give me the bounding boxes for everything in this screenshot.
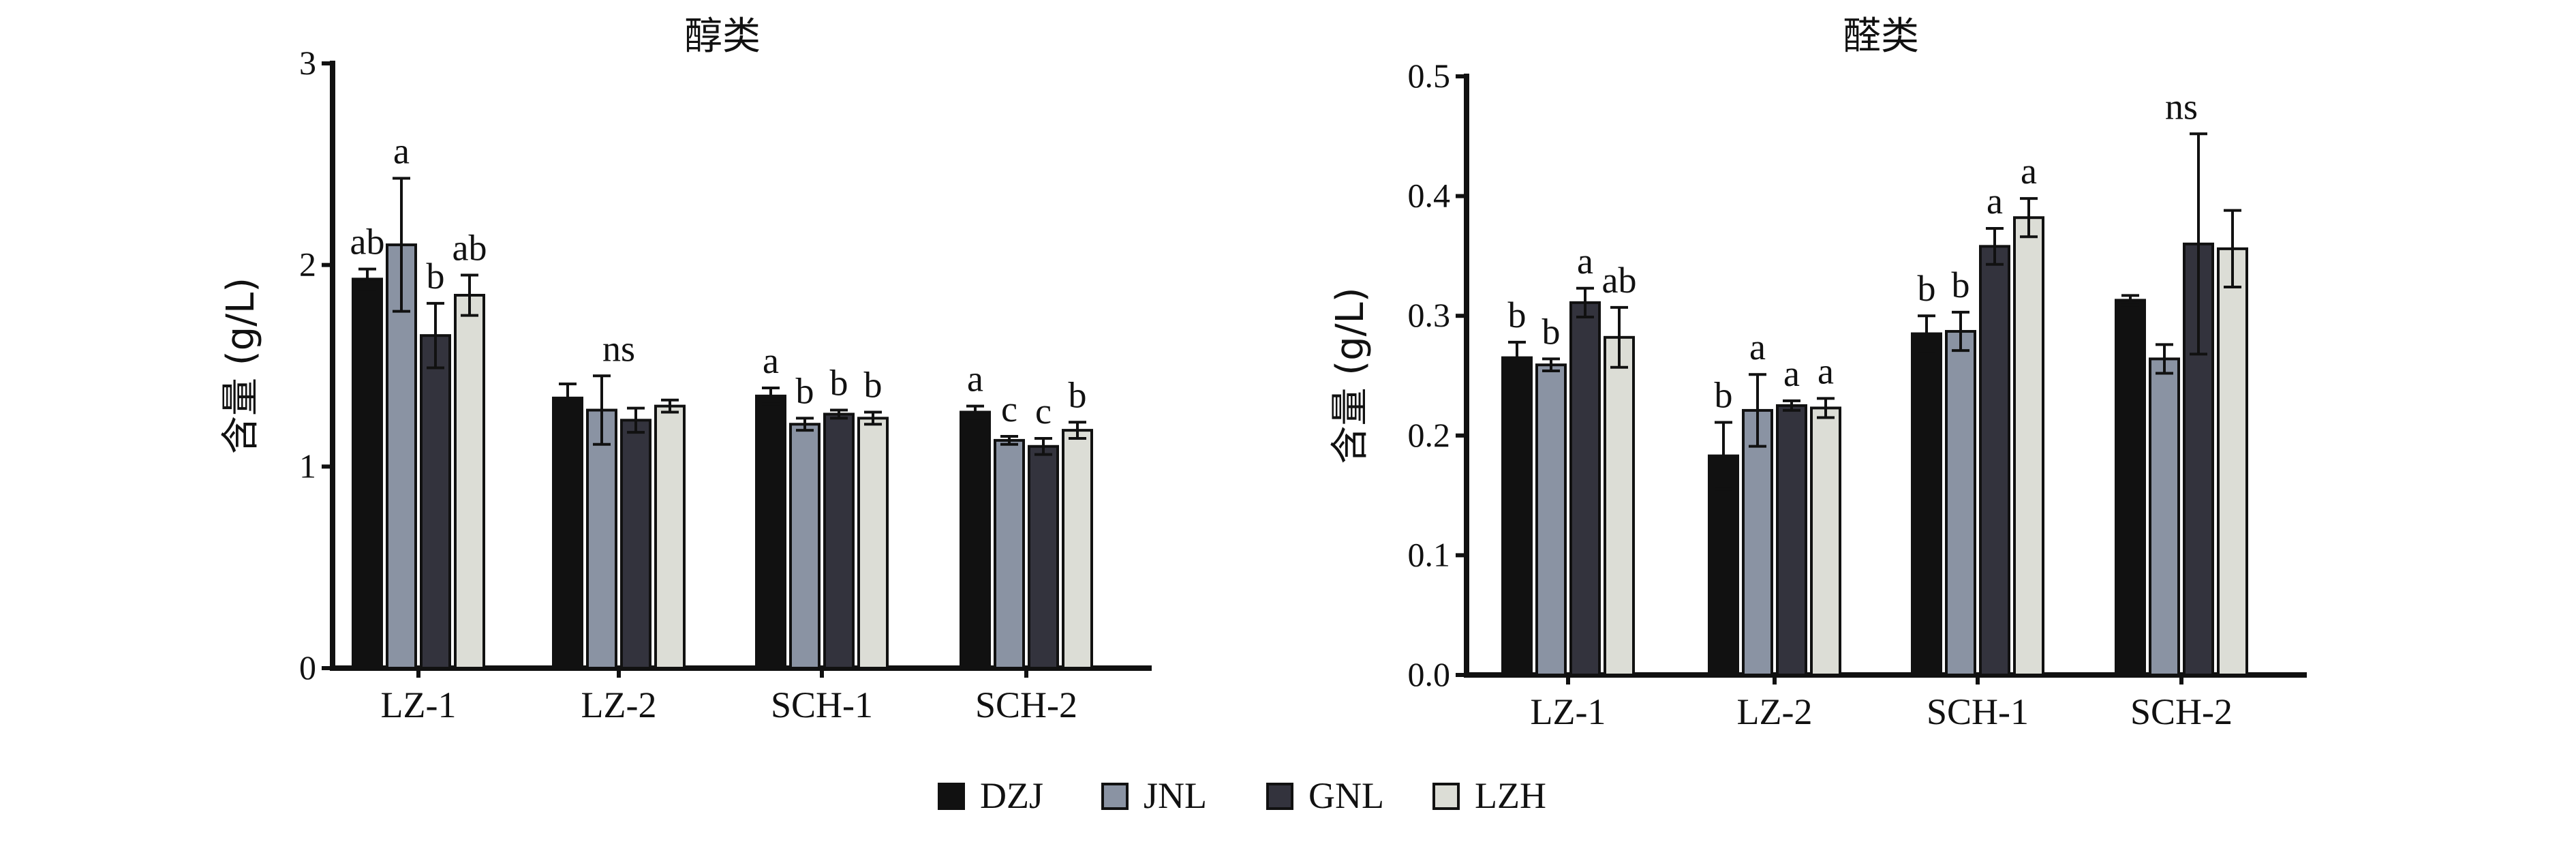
significance-label: b <box>1918 268 1936 309</box>
bar-jnl-sch-2 <box>994 438 1025 670</box>
significance-label: c <box>1001 389 1017 430</box>
bar-dzj-sch-1 <box>1911 332 1942 676</box>
bar-dzj-sch-1 <box>755 394 786 670</box>
x-tick-label: LZ-1 <box>381 685 457 725</box>
bar-dzj-lz-1 <box>1501 356 1533 676</box>
significance-label: c <box>1035 391 1052 432</box>
x-tick-label: SCH-1 <box>1927 691 2029 732</box>
significance-label: a <box>1818 350 1834 391</box>
bar-gnl-sch-2 <box>1028 445 1059 670</box>
significance-label: b <box>864 365 883 406</box>
significance-label: a <box>393 131 410 172</box>
legend-swatch-jnl <box>1101 783 1129 810</box>
bar-jnl-sch-1 <box>789 423 821 670</box>
bar-lzh-sch-1 <box>857 417 889 670</box>
y-tick-label: 1 <box>299 447 316 485</box>
significance-label: ab <box>350 222 385 262</box>
significance-label: b <box>427 256 445 297</box>
y-tick-label: 0.5 <box>1408 57 1451 95</box>
bar-gnl-lz-1 <box>420 334 451 670</box>
x-tick-label: LZ-2 <box>581 685 657 725</box>
significance-label: b <box>830 363 848 404</box>
y-tick-label: 0.2 <box>1408 416 1451 454</box>
significance-label: b <box>1715 374 1733 415</box>
legend-swatch-dzj <box>938 783 965 810</box>
legend-label-gnl: GNL <box>1308 775 1384 816</box>
bar-lzh-lz-2 <box>1810 406 1841 676</box>
y-tick-label: 0.1 <box>1408 535 1451 573</box>
y-axis-label: 含量 (g/L) <box>219 277 263 454</box>
y-tick-label: 3 <box>299 44 316 82</box>
legend-label-lzh: LZH <box>1475 775 1546 816</box>
bar-gnl-lz-1 <box>1569 301 1601 677</box>
y-tick-label: 0 <box>299 648 316 687</box>
bar-gnl-sch-1 <box>1979 245 2010 676</box>
significance-label: a <box>1749 327 1766 367</box>
significance-label: a <box>2021 151 2037 192</box>
significance-label: b <box>1542 311 1561 352</box>
significance-label: a <box>1577 241 1593 282</box>
significance-label: a <box>763 340 779 381</box>
bar-lzh-sch-1 <box>2013 216 2044 676</box>
significance-label: b <box>1952 265 1970 305</box>
significance-label: a <box>967 359 983 400</box>
bar-dzj-sch-2 <box>960 410 991 670</box>
legend-swatch-gnl <box>1266 783 1293 810</box>
significance-label: ab <box>1602 260 1637 301</box>
bar-jnl-lz-1 <box>1535 363 1567 676</box>
bar-lzh-sch-2 <box>2217 247 2248 676</box>
legend-label-jnl: JNL <box>1144 775 1207 816</box>
x-tick-label: SCH-1 <box>771 685 873 725</box>
bar-jnl-sch-1 <box>1945 330 1976 676</box>
legend-swatch-lzh <box>1432 783 1460 810</box>
y-tick-label: 0.0 <box>1408 655 1451 693</box>
x-tick-label: LZ-2 <box>1737 691 1813 732</box>
bar-lzh-lz-2 <box>654 404 686 670</box>
bar-lzh-lz-1 <box>1604 335 1635 676</box>
significance-label: a <box>1783 353 1800 394</box>
significance-label: ns <box>602 328 635 369</box>
bar-gnl-lz-2 <box>1776 404 1807 677</box>
significance-label: b <box>1069 374 1087 415</box>
bar-lzh-lz-1 <box>454 294 485 670</box>
x-tick-label: LZ-1 <box>1531 691 1606 732</box>
significance-label: a <box>1987 181 2003 222</box>
significance-label: b <box>796 370 814 411</box>
bar-gnl-sch-1 <box>823 412 855 670</box>
legend-label-dzj: DZJ <box>980 775 1043 816</box>
bar-jnl-sch-2 <box>2149 357 2180 677</box>
bar-gnl-lz-2 <box>620 419 651 670</box>
chart-title: 醛类 <box>1843 14 1919 59</box>
chart-title: 醇类 <box>684 14 761 59</box>
bar-jnl-lz-2 <box>1742 408 1773 676</box>
x-tick-label: SCH-2 <box>2130 691 2233 732</box>
y-axis-label: 含量 (g/L) <box>1328 287 1373 464</box>
bar-dzj-lz-2 <box>552 396 583 670</box>
legend: DZJ JNL GNL LZH <box>938 775 1546 816</box>
x-tick-label: SCH-2 <box>975 685 1077 725</box>
bar-jnl-lz-2 <box>586 408 617 670</box>
y-tick-label: 2 <box>299 245 316 284</box>
significance-label: ns <box>2165 86 2198 127</box>
y-tick-label: 0.4 <box>1408 177 1451 215</box>
bar-dzj-sch-2 <box>2115 299 2146 676</box>
y-tick-label: 0.3 <box>1408 296 1451 334</box>
bar-lzh-sch-2 <box>1062 429 1093 670</box>
significance-label: b <box>1508 295 1527 335</box>
bar-dzj-lz-1 <box>352 277 383 670</box>
significance-label: ab <box>453 227 487 268</box>
